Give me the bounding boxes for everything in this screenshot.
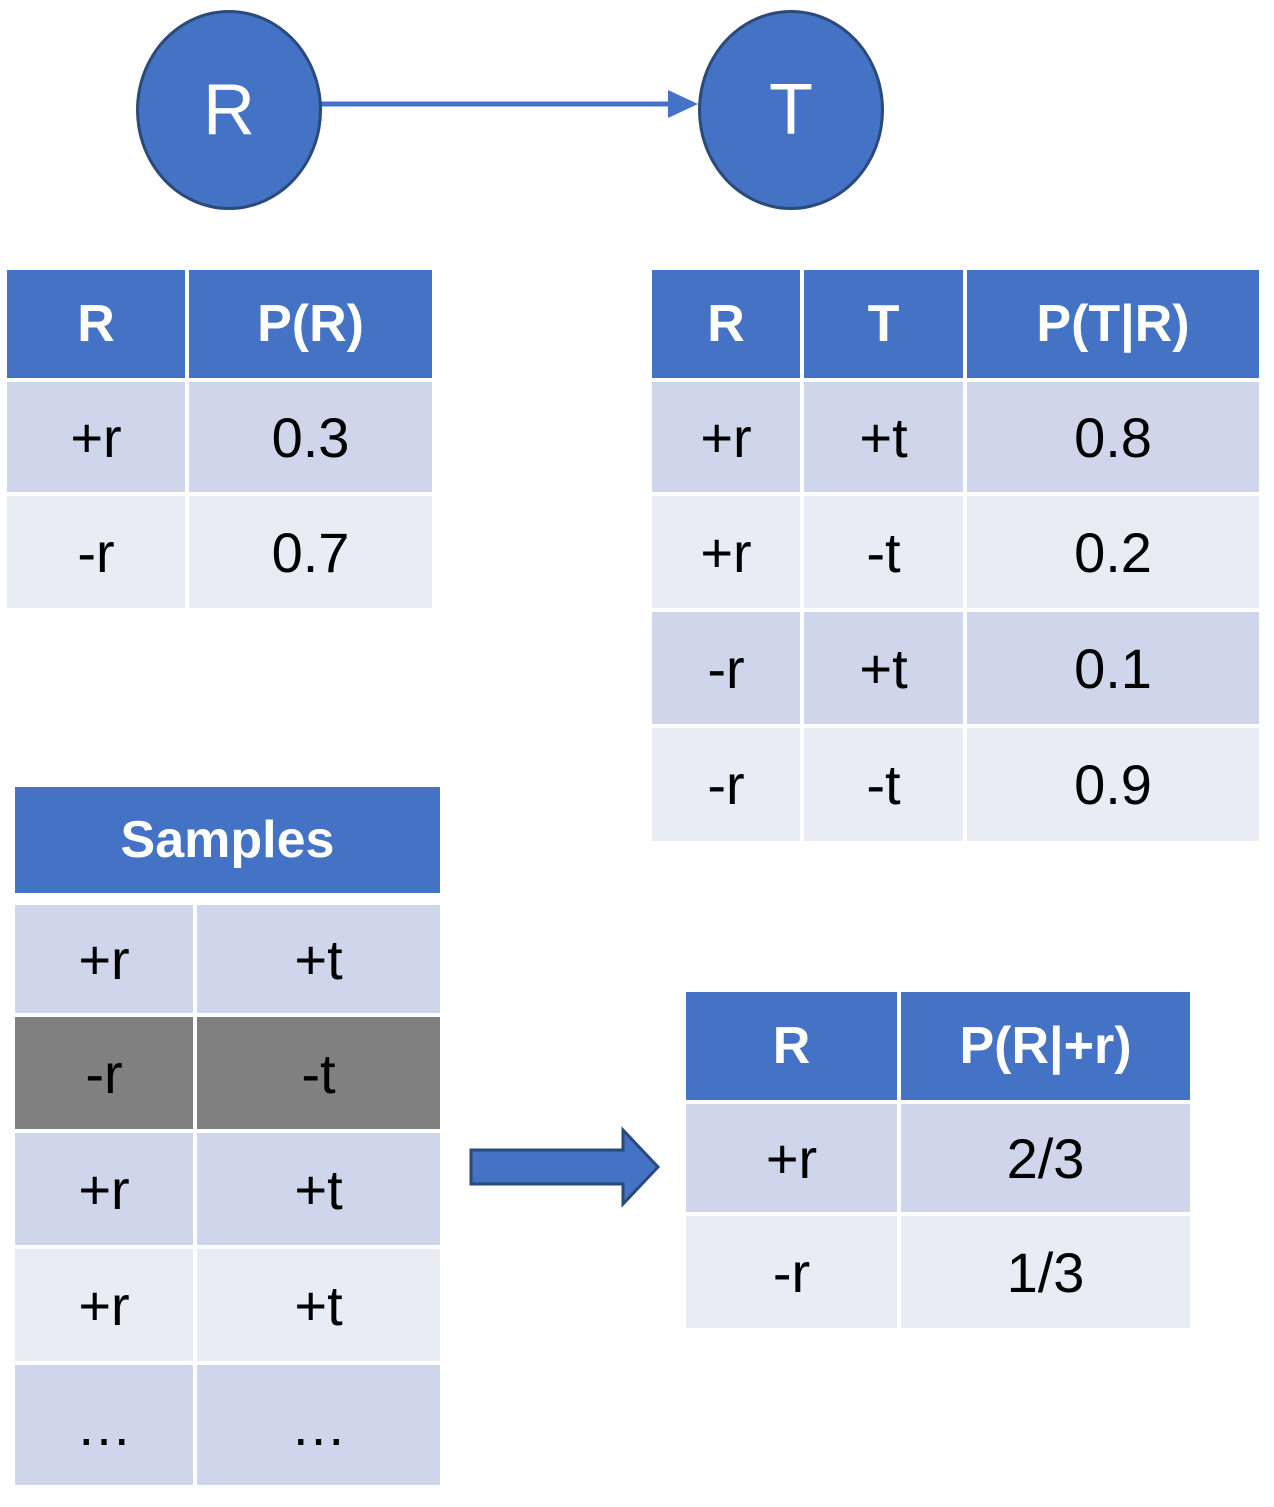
- table-header-row: R P(R): [7, 270, 432, 378]
- table-p-r: R P(R) +r 0.3 -r 0.7: [3, 266, 436, 612]
- sample-row-rejected: -r -t: [15, 1017, 440, 1129]
- table-samples: Samples +r +t -r -t +r +t +r +t … …: [11, 783, 444, 1489]
- header-p-r: P(R): [189, 270, 432, 378]
- cell-prob: 1/3: [901, 1216, 1190, 1328]
- cell-prob: 2/3: [901, 1104, 1190, 1212]
- header-p-r-given-plus-r: P(R|+r): [901, 992, 1190, 1100]
- cell-t: -t: [804, 496, 963, 608]
- sample-row: +r +t: [15, 1249, 440, 1361]
- cell-prob: 0.1: [967, 612, 1259, 724]
- header-r: R: [7, 270, 185, 378]
- table-row: +r 2/3: [686, 1104, 1190, 1212]
- table-p-t-given-r: R T P(T|R) +r +t 0.8 +r -t 0.2 -r +t 0.1…: [648, 266, 1263, 845]
- table-row: -r -t 0.9: [652, 728, 1259, 841]
- node-t: T: [698, 10, 884, 210]
- cell-r: -r: [652, 728, 800, 841]
- table-p-r-given-plus-r: R P(R|+r) +r 2/3 -r 1/3: [682, 988, 1194, 1332]
- node-r: R: [136, 10, 322, 210]
- sample-row: +r +t: [15, 905, 440, 1013]
- table-row: -r +t 0.1: [652, 612, 1259, 724]
- cell-t: +t: [804, 382, 963, 492]
- cell-r: +r: [652, 382, 800, 492]
- cell-t: +t: [197, 905, 440, 1013]
- cell-r: +r: [652, 496, 800, 608]
- header-t: T: [804, 270, 963, 378]
- table-row: -r 1/3: [686, 1216, 1190, 1328]
- cell-prob: 0.2: [967, 496, 1259, 608]
- table-header-row: R P(R|+r): [686, 992, 1190, 1100]
- cell-t: +t: [197, 1133, 440, 1245]
- header-gap: [15, 897, 440, 901]
- header-p-t-given-r: P(T|R): [967, 270, 1259, 378]
- header-samples: Samples: [15, 787, 440, 893]
- node-r-label: R: [203, 70, 255, 150]
- sample-row: … …: [15, 1365, 440, 1485]
- cell-prob: 0.3: [189, 382, 432, 492]
- cell-prob: 0.8: [967, 382, 1259, 492]
- cell-t: …: [197, 1365, 440, 1485]
- sample-row: +r +t: [15, 1133, 440, 1245]
- table-header-row: R T P(T|R): [652, 270, 1259, 378]
- cell-r: +r: [686, 1104, 897, 1212]
- cell-t: -t: [804, 728, 963, 841]
- block-arrow: [469, 1126, 661, 1208]
- cell-r: -r: [7, 496, 185, 608]
- table-row: +r -t 0.2: [652, 496, 1259, 608]
- cell-t: -t: [197, 1017, 440, 1129]
- cell-r: +r: [15, 905, 193, 1013]
- header-r: R: [652, 270, 800, 378]
- cell-prob: 0.9: [967, 728, 1259, 841]
- cell-r: +r: [15, 1133, 193, 1245]
- cell-r: -r: [686, 1216, 897, 1328]
- cell-r: …: [15, 1365, 193, 1485]
- cell-r: +r: [7, 382, 185, 492]
- cell-t: +t: [197, 1249, 440, 1361]
- cell-r: +r: [15, 1249, 193, 1361]
- table-header-row: Samples: [15, 787, 440, 893]
- table-row: +r 0.3: [7, 382, 432, 492]
- cell-r: -r: [15, 1017, 193, 1129]
- cell-t: +t: [804, 612, 963, 724]
- edge-arrowhead: [668, 90, 698, 118]
- table-row: +r +t 0.8: [652, 382, 1259, 492]
- table-row: -r 0.7: [7, 496, 432, 608]
- cell-r: -r: [652, 612, 800, 724]
- node-t-label: T: [769, 70, 813, 150]
- header-r: R: [686, 992, 897, 1100]
- cell-prob: 0.7: [189, 496, 432, 608]
